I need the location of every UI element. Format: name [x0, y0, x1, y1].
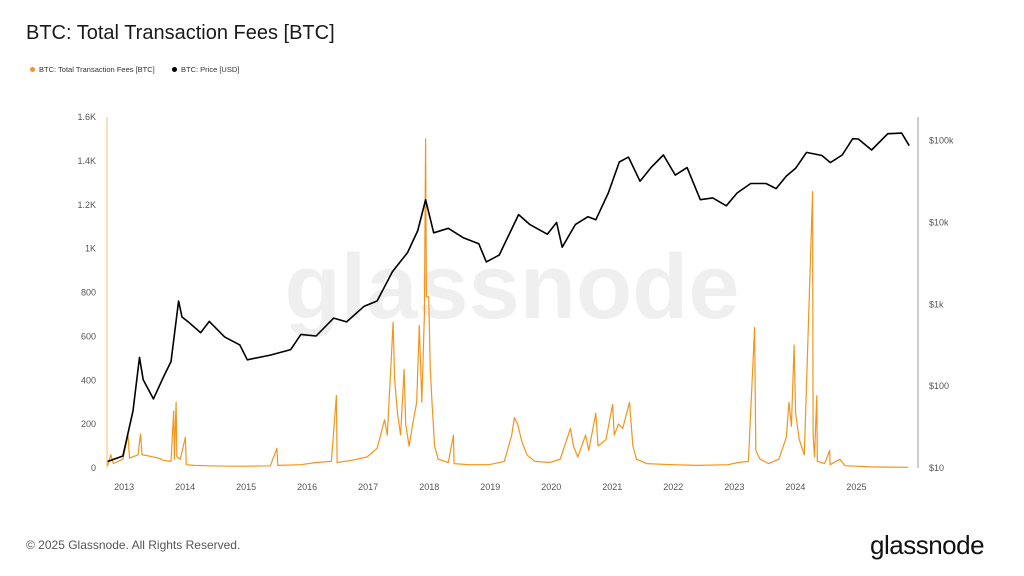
y-left-tick-label: 1K	[85, 244, 96, 254]
watermark: glassnode	[284, 236, 739, 338]
x-tick-label: 2023	[724, 482, 744, 492]
legend-item-price[interactable]: BTC: Price [USD]	[172, 65, 239, 74]
glassnode-logo: glassnode	[870, 530, 985, 560]
x-tick-label: 2020	[541, 482, 561, 492]
x-tick-label: 2015	[236, 482, 256, 492]
fees-legend-dot-icon	[30, 67, 35, 72]
y-right-tick-label: $1k	[929, 299, 944, 309]
y-left-tick-label: 400	[81, 375, 96, 385]
price-legend-dot-icon	[172, 67, 177, 72]
y-left-tick-label: 600	[81, 331, 96, 341]
chart-title: BTC: Total Transaction Fees [BTC]	[26, 22, 335, 44]
y-right-tick-label: $100	[929, 381, 949, 391]
x-tick-label: 2022	[663, 482, 683, 492]
y-right-tick-label: $100k	[929, 136, 954, 146]
y-left-tick-label: 1.2K	[77, 200, 96, 210]
price-series-line	[107, 132, 910, 463]
y-right-tick-label: $10k	[929, 218, 949, 228]
y-left-tick-label: 0	[91, 463, 96, 473]
x-tick-label: 2024	[785, 482, 805, 492]
x-tick-label: 2013	[114, 482, 134, 492]
series-lines	[106, 117, 910, 468]
x-tick-label: 2021	[602, 482, 622, 492]
x-tick-label: 2014	[175, 482, 195, 492]
y-left-tick-label: 200	[81, 419, 96, 429]
y-right-tick-label: $10	[929, 463, 944, 473]
fees-series-line	[107, 138, 909, 468]
y-left-tick-label: 1.6K	[77, 112, 96, 122]
x-tick-label: 2017	[358, 482, 378, 492]
y-axis-right: $10 $100 $1k $10k $100k	[929, 136, 954, 473]
legend-item-fees[interactable]: BTC: Total Transaction Fees [BTC]	[30, 65, 155, 74]
x-tick-label: 2019	[480, 482, 500, 492]
legend-label-price: BTC: Price [USD]	[181, 65, 240, 74]
y-axis-left: 0 200 400 600 800 1K 1.2K 1.4K 1.6K	[77, 112, 96, 473]
y-left-tick-label: 800	[81, 288, 96, 298]
x-tick-label: 2025	[846, 482, 866, 492]
copyright-footer: © 2025 Glassnode. All Rights Reserved.	[26, 538, 241, 552]
x-tick-label: 2016	[297, 482, 317, 492]
x-tick-label: 2018	[419, 482, 439, 492]
legend-label-fees: BTC: Total Transaction Fees [BTC]	[39, 65, 155, 74]
x-axis: 2013 2014 2015 2016 2017 2018 2019 2020 2021 2022…	[114, 482, 866, 492]
y-left-tick-label: 1.4K	[77, 156, 96, 166]
